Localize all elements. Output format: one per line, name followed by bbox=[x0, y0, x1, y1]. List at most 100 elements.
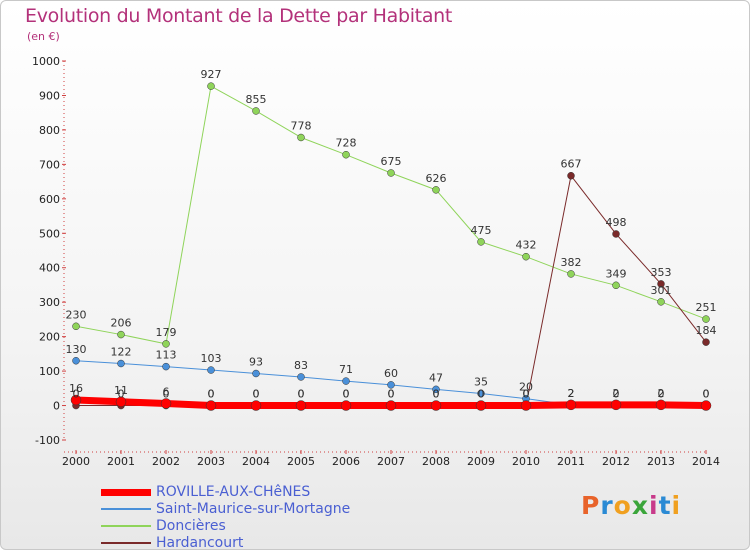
data-label: 16 bbox=[69, 382, 83, 395]
data-label: 2 bbox=[568, 387, 575, 400]
data-label: 83 bbox=[294, 359, 308, 372]
x-tick-label: 2013 bbox=[647, 455, 675, 468]
y-tick-label: 300 bbox=[39, 296, 60, 309]
y-tick-label: 100 bbox=[39, 365, 60, 378]
x-tick-label: 2012 bbox=[602, 455, 630, 468]
data-label: 6 bbox=[163, 385, 170, 398]
data-label: 0 bbox=[298, 388, 305, 401]
legend-label: Hardancourt bbox=[156, 535, 244, 550]
data-point bbox=[297, 373, 305, 381]
data-point bbox=[567, 171, 575, 180]
proxiti-logo: Proxiti bbox=[581, 491, 682, 520]
data-point bbox=[657, 298, 665, 306]
data-point bbox=[385, 400, 397, 411]
data-label: 778 bbox=[291, 119, 312, 132]
data-label: 667 bbox=[561, 158, 582, 171]
data-point bbox=[72, 357, 80, 365]
x-tick-label: 2003 bbox=[197, 455, 225, 468]
data-label: 475 bbox=[471, 224, 492, 237]
axes: -100010020030040050060070080090010002000… bbox=[32, 55, 720, 468]
data-point bbox=[297, 133, 305, 142]
data-label: 349 bbox=[606, 267, 627, 280]
x-tick-label: 2004 bbox=[242, 455, 270, 468]
data-label: 0 bbox=[478, 388, 485, 401]
data-label: 353 bbox=[651, 266, 672, 279]
data-label: 0 bbox=[523, 388, 530, 401]
data-label: 11 bbox=[114, 384, 128, 397]
data-label: 0 bbox=[658, 388, 665, 401]
data-point bbox=[612, 281, 620, 290]
data-label: 0 bbox=[253, 388, 260, 401]
data-label: 0 bbox=[523, 388, 530, 401]
data-point bbox=[252, 107, 260, 115]
x-tick-label: 2006 bbox=[332, 455, 360, 468]
y-tick-label: 900 bbox=[39, 89, 60, 102]
data-label: 675 bbox=[381, 155, 402, 168]
data-point bbox=[475, 400, 487, 411]
data-label: 122 bbox=[111, 346, 132, 359]
data-label: 0 bbox=[703, 388, 710, 401]
data-point bbox=[610, 399, 622, 411]
data-point bbox=[655, 399, 667, 411]
legend-label: Saint-Maurice-sur-Mortagne bbox=[156, 501, 351, 517]
data-point bbox=[252, 369, 260, 378]
data-label: 0 bbox=[433, 388, 440, 401]
data-label: 103 bbox=[201, 352, 222, 365]
data-label: 2 bbox=[568, 387, 575, 400]
data-point bbox=[162, 362, 170, 371]
x-tick-label: 2014 bbox=[692, 455, 720, 468]
data-point bbox=[340, 400, 352, 411]
legend-label: Doncières bbox=[156, 518, 226, 534]
data-label: 0 bbox=[613, 388, 620, 401]
data-label: 432 bbox=[516, 239, 537, 252]
data-label: 728 bbox=[336, 137, 357, 150]
data-label: 382 bbox=[561, 256, 582, 269]
series-points bbox=[70, 82, 712, 411]
data-label: 206 bbox=[111, 317, 132, 330]
data-point bbox=[430, 400, 442, 411]
data-label: 0 bbox=[343, 388, 350, 401]
data-label: 927 bbox=[201, 68, 222, 81]
data-point bbox=[565, 399, 577, 411]
data-label: 60 bbox=[384, 367, 398, 380]
data-label: 0 bbox=[388, 388, 395, 401]
data-label: 0 bbox=[298, 388, 305, 401]
data-label: 0 bbox=[73, 388, 80, 401]
data-point bbox=[207, 366, 215, 374]
data-point bbox=[295, 400, 307, 411]
data-point bbox=[162, 340, 170, 348]
data-point bbox=[342, 377, 350, 385]
data-point bbox=[657, 280, 665, 288]
x-tick-label: 2005 bbox=[287, 455, 315, 468]
data-label: 0 bbox=[208, 388, 215, 401]
data-point bbox=[205, 400, 217, 411]
data-point bbox=[387, 381, 395, 389]
data-label: 0 bbox=[343, 388, 350, 401]
y-axis-unit: (en €) bbox=[27, 30, 60, 43]
data-label: 301 bbox=[651, 284, 672, 297]
data-label: 0 bbox=[118, 388, 125, 401]
x-tick-label: 2002 bbox=[152, 455, 180, 468]
data-point bbox=[387, 169, 395, 177]
data-point bbox=[207, 82, 215, 90]
x-tick-label: 2011 bbox=[557, 455, 585, 468]
data-point bbox=[612, 230, 620, 238]
data-label: 0 bbox=[703, 388, 710, 401]
data-label: 230 bbox=[66, 308, 87, 321]
data-label: 626 bbox=[426, 172, 447, 185]
y-tick-label: 500 bbox=[39, 227, 60, 240]
x-tick-label: 2000 bbox=[62, 455, 90, 468]
data-label: 0 bbox=[208, 388, 215, 401]
data-label: 251 bbox=[696, 301, 717, 314]
data-label: 0 bbox=[478, 388, 485, 401]
data-label: 2 bbox=[613, 387, 620, 400]
data-label: 179 bbox=[156, 326, 177, 339]
data-label: 0 bbox=[253, 388, 260, 401]
data-point bbox=[115, 396, 127, 408]
data-label: 2 bbox=[658, 387, 665, 400]
legend-swatch bbox=[101, 488, 151, 496]
data-label: 498 bbox=[606, 216, 627, 229]
data-label: 47 bbox=[429, 371, 443, 384]
